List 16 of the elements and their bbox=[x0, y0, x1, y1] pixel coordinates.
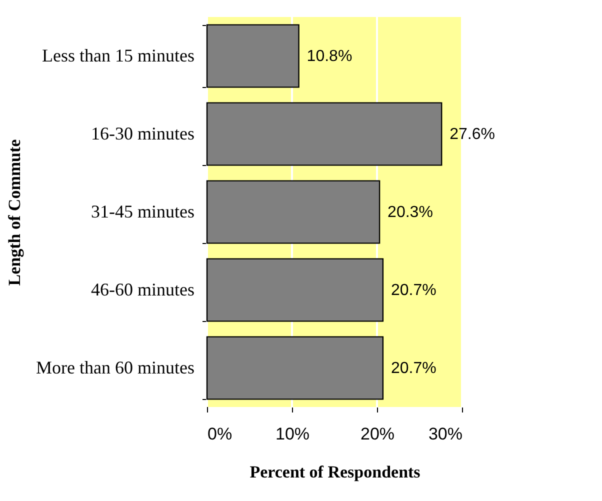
x-tick-label: 20% bbox=[360, 424, 395, 444]
x-tick-label: 0% bbox=[208, 424, 232, 444]
y-tick-label: 31-45 minutes bbox=[91, 202, 194, 222]
x-tick-label: 10% bbox=[275, 424, 310, 444]
y-tick-label: 16-30 minutes bbox=[91, 124, 194, 144]
data-label: 27.6% bbox=[450, 126, 495, 143]
data-label: 20.7% bbox=[390, 360, 436, 377]
data-label: 10.8% bbox=[306, 48, 352, 65]
data-label: 20.3% bbox=[388, 204, 433, 221]
y-axis-title: Length of Commute bbox=[5, 138, 24, 286]
y-tick-label: 46-60 minutes bbox=[91, 280, 194, 300]
y-tick-label: More than 60 minutes bbox=[36, 358, 194, 378]
y-tick-label: Less than 15 minutes bbox=[42, 46, 194, 66]
x-tick-label: 30% bbox=[428, 424, 462, 444]
data-label: 20.7% bbox=[390, 282, 436, 299]
x-axis-title: Percent of Respondents bbox=[250, 462, 421, 482]
